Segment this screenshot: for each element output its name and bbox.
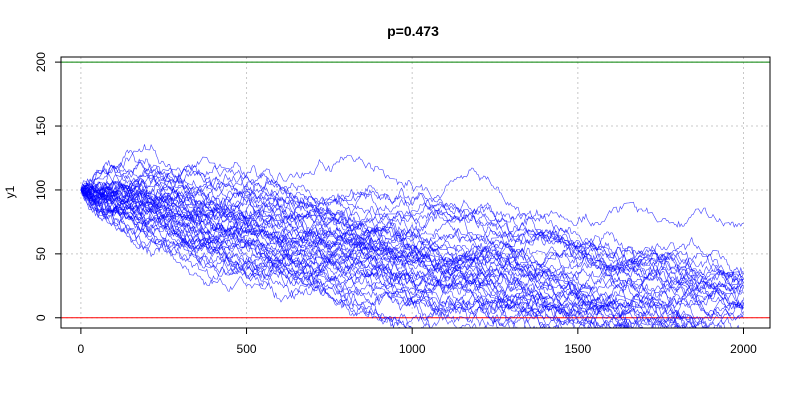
y-tick-label: 200 bbox=[34, 52, 48, 72]
series-line bbox=[80, 189, 563, 328]
x-tick-label: 1500 bbox=[564, 342, 591, 356]
y-axis: 0 50 100 150 200 bbox=[34, 52, 61, 321]
x-tick-label: 0 bbox=[78, 342, 85, 356]
series-line bbox=[80, 180, 744, 328]
x-tick-label: 2000 bbox=[730, 342, 757, 356]
series-line bbox=[80, 170, 744, 301]
series-line bbox=[80, 189, 586, 328]
y-axis-label: y1 bbox=[3, 185, 17, 198]
y-tick-label: 100 bbox=[34, 180, 48, 200]
series-line bbox=[80, 189, 544, 328]
series-line bbox=[80, 185, 629, 328]
series-line bbox=[80, 182, 744, 321]
series-line bbox=[80, 189, 580, 328]
series-line bbox=[80, 189, 696, 328]
series-line bbox=[80, 144, 697, 328]
x-tick-label: 1000 bbox=[399, 342, 426, 356]
series-line bbox=[80, 189, 690, 328]
series-line bbox=[80, 189, 560, 328]
series-line bbox=[80, 189, 744, 285]
plot-frame bbox=[60, 56, 771, 329]
series-line bbox=[80, 172, 744, 287]
series-line bbox=[80, 183, 721, 328]
series-line bbox=[80, 189, 690, 328]
series-line bbox=[80, 165, 744, 309]
y-tick-label: 150 bbox=[34, 116, 48, 136]
x-axis: 0 500 1000 1500 2000 bbox=[78, 328, 757, 356]
chart-title: p=0.473 bbox=[387, 23, 439, 39]
series-line bbox=[80, 189, 697, 328]
y-tick-label: 0 bbox=[34, 314, 48, 321]
series-line bbox=[80, 189, 431, 328]
series-line bbox=[80, 189, 744, 320]
reference-lines bbox=[61, 61, 770, 319]
series-line bbox=[80, 189, 744, 248]
series-line bbox=[80, 173, 629, 328]
series-line bbox=[80, 189, 683, 328]
series-line bbox=[80, 182, 744, 290]
x-tick-label: 500 bbox=[237, 342, 257, 356]
series-line bbox=[80, 158, 744, 309]
series-group bbox=[80, 144, 744, 328]
series-line bbox=[80, 176, 744, 308]
series-line bbox=[80, 183, 744, 328]
y-tick-label: 50 bbox=[34, 247, 48, 261]
series-line bbox=[80, 189, 726, 328]
